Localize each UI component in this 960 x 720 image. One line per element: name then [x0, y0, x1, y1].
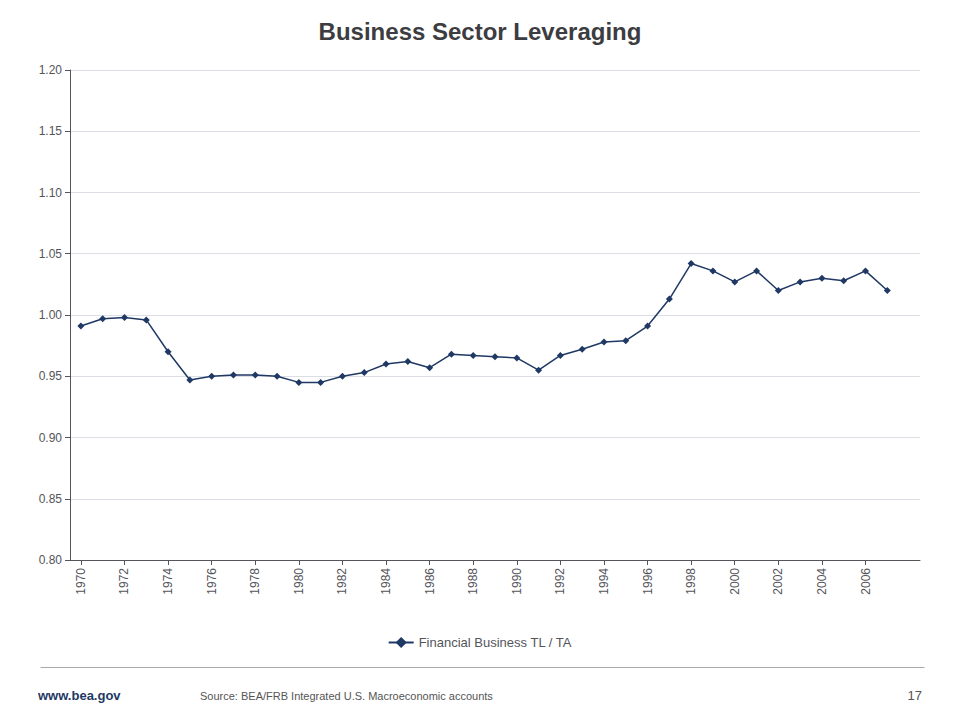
svg-text:0.85: 0.85: [39, 492, 63, 506]
svg-text:Business Sector Leveraging: Business Sector Leveraging: [319, 18, 642, 45]
svg-text:1976: 1976: [205, 568, 219, 595]
svg-text:1974: 1974: [161, 568, 175, 595]
svg-text:Financial Business TL / TA: Financial Business TL / TA: [419, 635, 572, 650]
svg-text:2004: 2004: [815, 568, 829, 595]
svg-text:1994: 1994: [597, 568, 611, 595]
svg-text:17: 17: [908, 688, 922, 703]
svg-text:2002: 2002: [771, 568, 785, 595]
svg-text:0.90: 0.90: [39, 431, 63, 445]
svg-text:2000: 2000: [728, 568, 742, 595]
svg-text:Source: BEA/FRB Integrated U.S: Source: BEA/FRB Integrated U.S. Macroeco…: [200, 690, 493, 702]
svg-text:2006: 2006: [859, 568, 873, 595]
svg-text:1978: 1978: [248, 568, 262, 595]
svg-text:1996: 1996: [641, 568, 655, 595]
svg-text:1998: 1998: [684, 568, 698, 595]
svg-text:1.05: 1.05: [39, 247, 63, 261]
svg-text:1.20: 1.20: [39, 63, 63, 77]
svg-text:0.80: 0.80: [39, 553, 63, 567]
svg-text:1.15: 1.15: [39, 124, 63, 138]
svg-text:1986: 1986: [423, 568, 437, 595]
svg-text:1972: 1972: [117, 568, 131, 595]
svg-text:1980: 1980: [292, 568, 306, 595]
svg-text:www.bea.gov: www.bea.gov: [37, 688, 121, 703]
svg-text:1970: 1970: [74, 568, 88, 595]
svg-text:1984: 1984: [379, 568, 393, 595]
svg-text:0.95: 0.95: [39, 369, 63, 383]
svg-text:1992: 1992: [553, 568, 567, 595]
svg-text:1990: 1990: [510, 568, 524, 595]
svg-text:1988: 1988: [466, 568, 480, 595]
svg-text:1.00: 1.00: [39, 308, 63, 322]
svg-text:1982: 1982: [335, 568, 349, 595]
svg-text:1.10: 1.10: [39, 186, 63, 200]
